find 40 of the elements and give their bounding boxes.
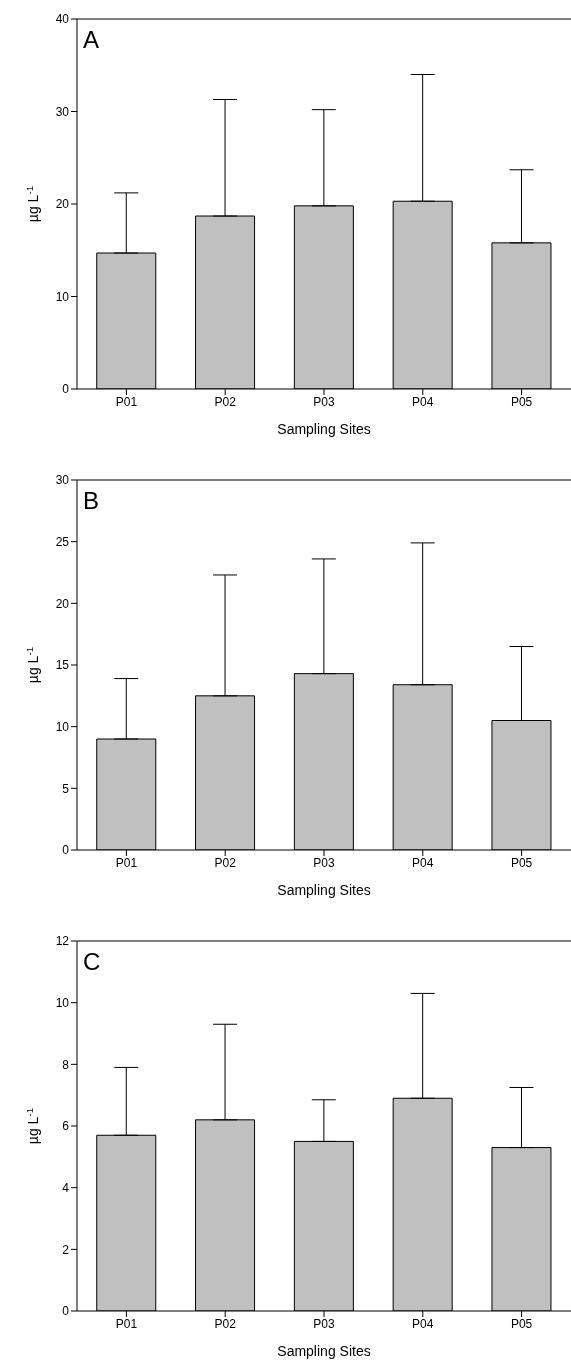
y-tick-label: 10 (55, 289, 70, 304)
chart-title: A (83, 26, 100, 54)
y-tick-label: 10 (55, 719, 70, 734)
x-tick-label: P04 (412, 394, 434, 409)
y-tick-label: 0 (62, 382, 70, 397)
chart-title: C (83, 948, 101, 976)
x-tick-label: P01 (115, 394, 138, 409)
y-tick-label: 6 (62, 1119, 70, 1134)
y-tick-label: 0 (62, 1304, 70, 1319)
y-tick-label: 5 (62, 781, 70, 796)
x-tick-label: P02 (214, 855, 237, 870)
y-tick-label: 8 (62, 1057, 70, 1072)
y-tick-label: 0 (62, 843, 70, 858)
x-tick-label: P02 (214, 394, 237, 409)
y-tick-label: 30 (55, 473, 70, 488)
y-tick-label: 4 (62, 1180, 70, 1195)
x-tick-label: P03 (313, 855, 335, 870)
x-tick-label: P03 (313, 1316, 335, 1331)
x-tick-label: P01 (115, 855, 138, 870)
x-tick-label: P05 (510, 394, 533, 409)
y-tick-label: 40 (55, 12, 70, 27)
chart-title: B (83, 487, 100, 515)
x-tick-label: P04 (412, 1316, 434, 1331)
x-tick-label: P05 (510, 855, 533, 870)
y-tick-label: 20 (55, 197, 70, 212)
y-tick-label: 2 (62, 1242, 70, 1257)
y-tick-label: 10 (55, 995, 70, 1010)
y-tick-label: 25 (55, 534, 70, 549)
y-tick-label: 15 (55, 658, 70, 673)
x-tick-label: P01 (115, 1316, 138, 1331)
x-tick-label: P04 (412, 855, 434, 870)
x-axis-title: Sampling Sites (277, 421, 371, 437)
y-tick-label: 20 (55, 596, 70, 611)
x-tick-label: P02 (214, 1316, 237, 1331)
y-tick-label: 30 (55, 104, 70, 119)
x-axis-title: Sampling Sites (277, 882, 371, 898)
x-tick-label: P05 (510, 1316, 533, 1331)
x-axis-title: Sampling Sites (277, 1343, 371, 1359)
y-tick-label: 12 (55, 934, 70, 949)
x-tick-label: P03 (313, 394, 335, 409)
